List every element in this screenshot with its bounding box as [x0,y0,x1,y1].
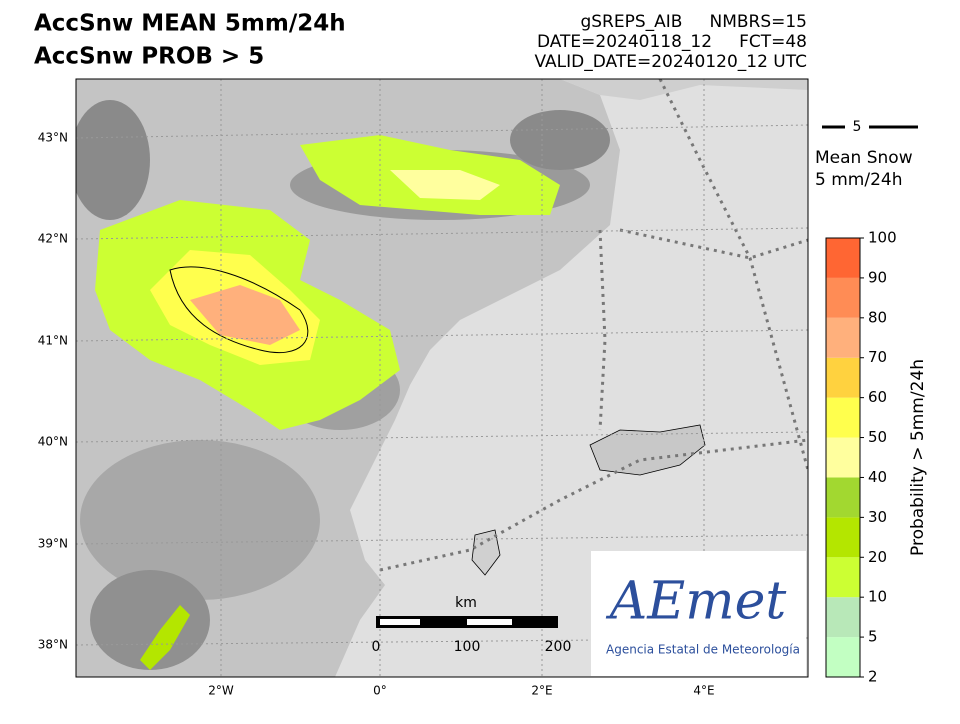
snow-area [390,170,500,200]
colorbar-tick-label: 80 [868,308,887,326]
scale-unit: km [455,595,477,611]
colorbar-band [826,397,860,438]
colorbar-band [826,277,860,318]
legend: 5 Mean Snow 5 mm/24h [815,119,918,190]
terrain [80,440,320,600]
colorbar-tick-label: 20 [868,548,887,566]
colorbar-band [826,357,860,398]
colorbar-tick-label: 2 [868,668,878,686]
map-frame [75,78,809,678]
lat-label: 39°N [38,537,68,551]
colorbar-tick-label: 30 [868,508,887,526]
colorbar-tick-label: 70 [868,348,887,366]
colorbar-band [826,238,860,278]
legend-title: 5 mm/24h [815,170,902,190]
colorbar-band [826,477,860,518]
lon-label: 2°E [531,684,552,698]
colorbar-label: Probability > 5mm/24h [908,359,928,556]
terrain [90,570,210,670]
colorbar-tick-label: 10 [868,588,887,606]
legend-title: Mean Snow [815,148,913,168]
lon-label: 0° [373,684,387,698]
colorbar-tick-label: 40 [868,468,887,486]
terrain [510,110,610,170]
lat-label: 38°N [38,638,68,652]
scale-label: 100 [454,639,481,655]
scale-label: 200 [545,639,572,655]
info-line: VALID_DATE=20240120_12 UTC [535,52,807,72]
colorbar-band [826,517,860,558]
info-line: DATE=20240118_12 FCT=48 [537,32,807,52]
snow-area [190,285,300,345]
snow-area [140,605,190,670]
colorbar-tick-label: 100 [868,229,897,247]
colorbar-tick-label: 50 [868,428,887,446]
lat-label: 42°N [38,232,68,246]
lat-label: 41°N [38,334,68,348]
colorbar-tick-label: 60 [868,388,887,406]
colorbar-tick-label: 5 [868,628,878,646]
island [471,529,501,576]
borders [379,79,808,572]
land [560,79,808,100]
axis-labels: 43°N 42°N 41°N 40°N 39°N 38°N 2°W 0° 2°E 4°E [38,131,715,698]
scale-label: 0 [372,639,381,655]
graticule [76,79,808,677]
scale-segment [467,619,512,625]
legend-label: 5 [853,119,862,135]
lat-label: 40°N [38,435,68,449]
colorbar-tick-label: 90 [868,268,887,286]
logo-subtitle: Agencia Estatal de Meteorología [606,643,800,657]
title-line: AccSnw PROB > 5 [34,44,264,70]
scale-bar: km 0 100 200 [372,595,572,655]
logo: AEmet Agencia Estatal de Meteorología [591,551,806,676]
island [589,424,706,476]
lon-label: 2°W [208,684,234,698]
colorbar-band [826,597,860,638]
colorbar-band [826,317,860,358]
map [76,79,808,677]
mean-contour [169,266,309,354]
colorbar-frame [825,237,861,678]
colorbar-band [826,437,860,478]
colorbar-band [826,637,860,677]
logo-box [591,551,806,676]
info-line: gSREPS_AIB NMBRS=15 [580,12,807,32]
title-line: AccSnw MEAN 5mm/24h [34,11,346,37]
logo-name: AEmet [606,572,787,632]
lon-label: 4°E [693,684,714,698]
terrain [76,100,150,220]
lat-label: 43°N [38,131,68,145]
colorbar: 2 5 10 20 30 40 50 60 70 80 90 100 Probability > 5mm… [825,229,928,686]
scale-segment [380,619,420,625]
colorbar-band [826,557,860,598]
